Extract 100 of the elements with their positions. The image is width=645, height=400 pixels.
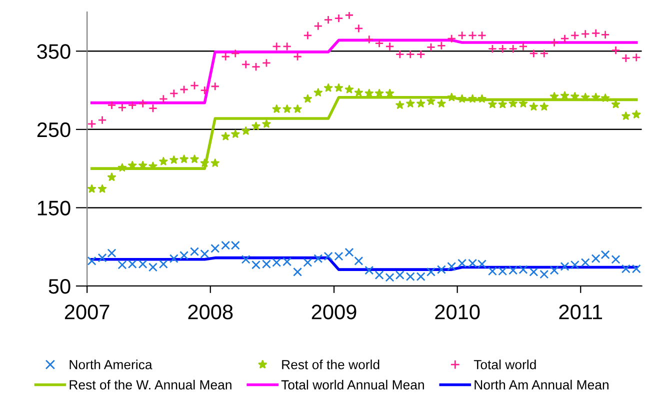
point (98, 116, 107, 125)
point (570, 30, 580, 40)
point (591, 254, 600, 264)
y-tick-label: 150 (38, 200, 70, 216)
point (200, 249, 210, 258)
point (241, 60, 250, 69)
point (632, 110, 641, 118)
point (406, 50, 415, 59)
point (580, 258, 590, 268)
point (221, 132, 230, 140)
y-tick-label: 50 (48, 279, 70, 294)
point (314, 88, 322, 96)
point (200, 86, 210, 95)
point (354, 88, 363, 96)
point (148, 104, 158, 113)
point (107, 172, 116, 181)
point (416, 99, 426, 108)
point (210, 82, 220, 91)
point (364, 34, 374, 44)
x-tick-label: 2009 (312, 304, 356, 320)
point (416, 50, 426, 59)
point (107, 100, 116, 110)
point (180, 250, 189, 260)
point (107, 248, 116, 258)
point (262, 119, 271, 128)
point (437, 99, 446, 108)
point (468, 30, 478, 40)
point (334, 14, 344, 23)
point (293, 267, 302, 276)
point (190, 154, 199, 163)
point (158, 94, 168, 104)
x-tick-label: 2011 (559, 304, 602, 320)
point (303, 30, 312, 40)
point (477, 30, 486, 40)
x-tick-label: 2010 (435, 304, 480, 320)
point (262, 58, 271, 68)
point (395, 50, 404, 59)
point (396, 100, 404, 109)
point (592, 92, 600, 102)
point (540, 48, 549, 58)
point (314, 22, 323, 31)
line-series (90, 38, 638, 104)
point (148, 262, 158, 272)
point (580, 29, 590, 38)
point (550, 266, 559, 275)
point (344, 248, 354, 257)
point (170, 155, 178, 164)
point (241, 254, 250, 264)
point (426, 42, 436, 52)
point (87, 256, 96, 266)
point (180, 154, 188, 163)
x-tick-label: 2007 (64, 304, 110, 320)
legend-label: North Am Annual Mean (474, 380, 608, 390)
point (621, 54, 630, 63)
point (458, 94, 466, 103)
point (488, 44, 497, 54)
point (529, 48, 538, 58)
point (498, 44, 508, 54)
point (600, 250, 610, 260)
point (138, 99, 148, 108)
point (436, 265, 446, 274)
point (314, 254, 323, 264)
point (303, 258, 312, 268)
point (159, 157, 168, 166)
point (293, 104, 302, 113)
point (128, 100, 137, 110)
point (230, 48, 240, 58)
legend-label: Total world (474, 360, 536, 370)
point (344, 85, 354, 94)
point (518, 42, 528, 51)
point (364, 266, 374, 275)
point (354, 24, 364, 33)
point (426, 267, 436, 276)
point (458, 30, 467, 40)
point (251, 62, 260, 72)
point (591, 28, 600, 38)
point (324, 15, 333, 24)
point (344, 12, 354, 20)
point (282, 42, 292, 51)
y-tick-label: 350 (37, 44, 70, 59)
point (200, 158, 209, 167)
point (354, 256, 364, 266)
point (282, 104, 292, 113)
point (303, 94, 312, 103)
point (622, 112, 630, 120)
y-tick-label: 250 (37, 122, 70, 138)
point (87, 119, 96, 128)
point (190, 247, 199, 256)
legend-label: Rest of the W. Annual Mean (70, 380, 232, 390)
legend-label: Rest of the world (282, 360, 380, 370)
point (252, 122, 260, 130)
point (447, 262, 456, 271)
point (508, 44, 518, 54)
point (385, 272, 394, 282)
point (324, 83, 333, 92)
point (478, 94, 486, 103)
point (169, 88, 178, 98)
point (272, 104, 281, 113)
point (529, 267, 538, 276)
point (632, 52, 641, 62)
